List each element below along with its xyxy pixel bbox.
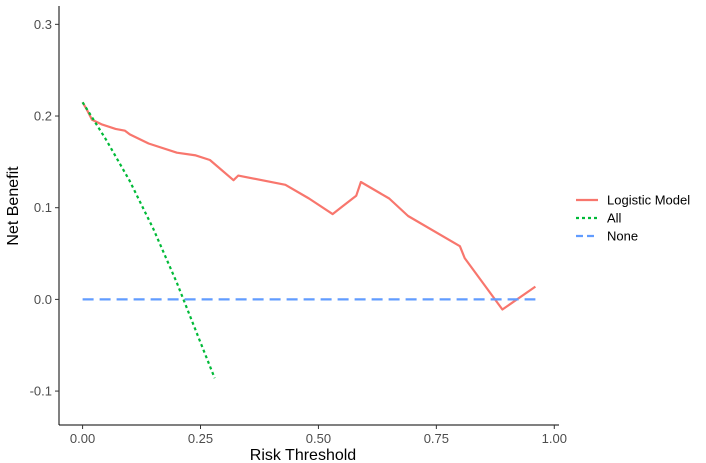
plot-area [81, 101, 537, 379]
x-tick-label: 0.50 [306, 431, 331, 446]
axes: -0.1 0.0 0.1 0.2 0.3 0.00 0.25 0.50 0.75 1.00 [30, 6, 567, 446]
y-tick-label: 0.1 [34, 200, 52, 215]
x-tick-label: 0.25 [188, 431, 213, 446]
y-tick-label: -0.1 [30, 384, 52, 399]
legend-label-all: All [607, 211, 622, 226]
y-tick-label: 0.2 [34, 109, 52, 124]
x-tick-label: 0.00 [70, 431, 95, 446]
y-axis-title: Net Benefit [5, 166, 22, 246]
x-axis-title: Risk Threshold [250, 447, 356, 463]
y-tick-label: 0.3 [34, 17, 52, 32]
x-tick-label: 1.00 [542, 431, 567, 446]
y-tick-label: 0.0 [34, 292, 52, 307]
legend-label-logistic-model: Logistic Model [607, 193, 690, 208]
x-tick-label: 0.75 [424, 431, 449, 446]
series-line-logistic-model [81, 101, 537, 311]
series-line-all [81, 101, 216, 379]
legend: Logistic Model All None [576, 193, 690, 244]
legend-label-none: None [607, 229, 638, 244]
